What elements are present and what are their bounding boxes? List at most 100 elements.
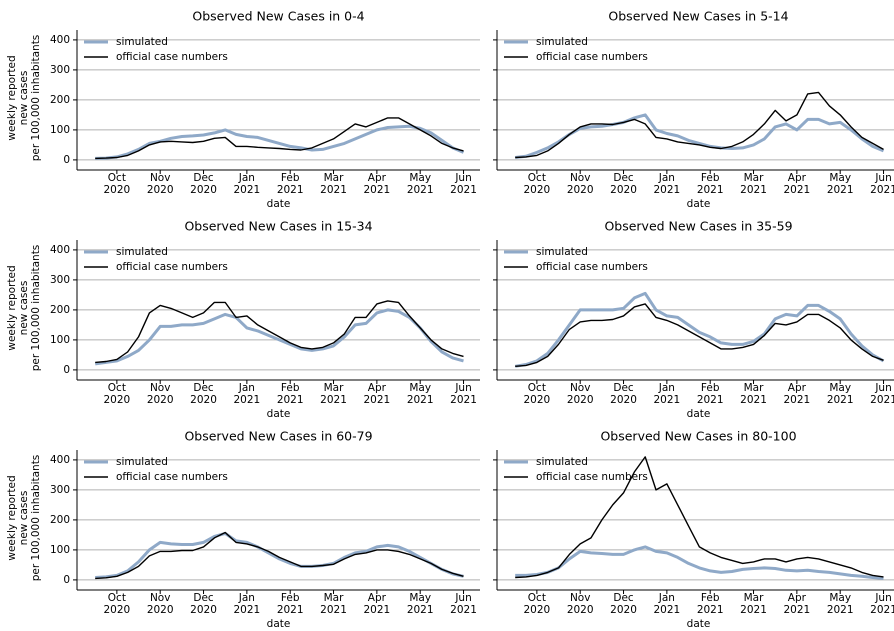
y-tick-label: 100 [50, 544, 70, 556]
series-line [95, 124, 465, 160]
x-tick-label: May 2021 [826, 382, 854, 406]
series-line [95, 531, 464, 580]
x-tick-label: Dec 2020 [610, 382, 637, 406]
legend-label: official case numbers [116, 261, 228, 273]
x-axis-label: date [686, 408, 711, 420]
y-tick-label: 200 [50, 304, 70, 316]
legend-label: simulated [116, 456, 168, 468]
legend-label: official case numbers [536, 261, 648, 273]
x-tick-label: Jan 2021 [233, 382, 261, 406]
legend-label: official case numbers [116, 471, 228, 483]
x-tick-label: Nov 2020 [146, 172, 174, 196]
legend-label: simulated [536, 456, 588, 468]
x-axis-label: date [686, 198, 711, 210]
x-tick-label: Nov 2020 [566, 172, 594, 196]
x-tick-label: Apr 2021 [363, 172, 391, 196]
y-tick-label: 300 [50, 484, 70, 496]
x-axis-label: date [266, 198, 291, 210]
x-tick-label: Feb 2021 [696, 382, 724, 406]
x-tick-label: Mar 2021 [320, 382, 347, 406]
x-tick-label: Mar 2021 [740, 172, 767, 196]
x-tick-label: Nov 2020 [566, 592, 594, 616]
x-tick-label: Feb 2021 [276, 382, 304, 406]
x-tick-label: Feb 2021 [696, 172, 724, 196]
x-tick-label: Oct 2020 [523, 382, 551, 406]
panel-title: Observed New Cases in 60-79 [184, 429, 372, 444]
y-tick-label: 0 [63, 364, 70, 376]
x-tick-label: May 2021 [826, 592, 854, 616]
y-tick-label: 0 [63, 574, 70, 586]
legend-label: official case numbers [536, 51, 648, 63]
series-line [515, 91, 884, 159]
series-line [515, 113, 885, 159]
x-tick-label: May 2021 [406, 592, 434, 616]
y-tick-label: 200 [50, 94, 70, 106]
x-tick-label: Jan 2021 [653, 172, 681, 196]
y-tick-label: 400 [50, 34, 70, 46]
x-tick-label: Jun 2021 [870, 382, 894, 406]
x-tick-label: Nov 2020 [566, 382, 594, 406]
x-tick-label: May 2021 [826, 172, 854, 196]
x-axis-label: date [686, 618, 711, 630]
y-axis-label: weekly reported new cases per 100,000 in… [6, 454, 42, 581]
series-line [95, 531, 464, 579]
x-tick-label: Oct 2020 [523, 592, 551, 616]
panel-title: Observed New Cases in 35-59 [604, 219, 792, 234]
x-tick-label: Jun 2021 [450, 592, 477, 616]
x-tick-label: Feb 2021 [696, 592, 724, 616]
x-tick-label: Dec 2020 [610, 172, 637, 196]
x-tick-label: Dec 2020 [190, 382, 217, 406]
y-tick-label: 100 [50, 334, 70, 346]
x-tick-label: Apr 2021 [783, 592, 811, 616]
x-tick-label: Nov 2020 [146, 592, 174, 616]
x-tick-label: Oct 2020 [103, 172, 131, 196]
y-tick-label: 300 [50, 64, 70, 76]
legend-label: simulated [536, 36, 588, 48]
series-line [95, 300, 464, 364]
x-tick-label: Oct 2020 [103, 382, 131, 406]
x-tick-label: Mar 2021 [740, 382, 767, 406]
y-tick-label: 400 [50, 244, 70, 256]
x-tick-label: Feb 2021 [276, 172, 304, 196]
y-tick-label: 200 [50, 514, 70, 526]
x-tick-label: Oct 2020 [523, 172, 551, 196]
x-tick-label: Dec 2020 [190, 172, 217, 196]
legend-label: simulated [116, 246, 168, 258]
series-line [95, 117, 464, 160]
series-line [94, 308, 464, 366]
x-tick-label: Nov 2020 [146, 382, 174, 406]
x-tick-label: Jun 2021 [450, 382, 477, 406]
x-axis-label: date [266, 618, 291, 630]
x-tick-label: Dec 2020 [190, 592, 217, 616]
x-tick-label: Dec 2020 [610, 592, 637, 616]
panel-title: Observed New Cases in 5-14 [608, 9, 788, 24]
x-tick-label: Jan 2021 [233, 172, 261, 196]
y-tick-label: 0 [63, 154, 70, 166]
x-tick-label: Jun 2021 [870, 592, 894, 616]
x-tick-label: Jun 2021 [870, 172, 894, 196]
panel-title: Observed New Cases in 15-34 [184, 219, 372, 234]
x-tick-label: Jan 2021 [233, 592, 261, 616]
panel-title: Observed New Cases in 80-100 [600, 429, 796, 444]
y-tick-label: 100 [50, 124, 70, 136]
series-line [515, 545, 884, 580]
legend-label: simulated [536, 246, 588, 258]
panel-title: Observed New Cases in 0-4 [192, 9, 364, 24]
y-axis-label: weekly reported new cases per 100,000 in… [6, 34, 42, 161]
x-tick-label: Jan 2021 [653, 592, 681, 616]
x-tick-label: May 2021 [406, 382, 434, 406]
legend-label: simulated [116, 36, 168, 48]
x-tick-label: May 2021 [406, 172, 434, 196]
y-axis-label: weekly reported new cases per 100,000 in… [6, 244, 42, 371]
legend-label: official case numbers [536, 471, 648, 483]
x-tick-label: Mar 2021 [320, 172, 347, 196]
x-tick-label: Mar 2021 [320, 592, 347, 616]
x-tick-label: Feb 2021 [276, 592, 304, 616]
x-tick-label: Apr 2021 [783, 382, 811, 406]
y-tick-label: 300 [50, 274, 70, 286]
x-tick-label: Apr 2021 [783, 172, 811, 196]
series-line [515, 456, 884, 579]
x-tick-label: Mar 2021 [740, 592, 767, 616]
